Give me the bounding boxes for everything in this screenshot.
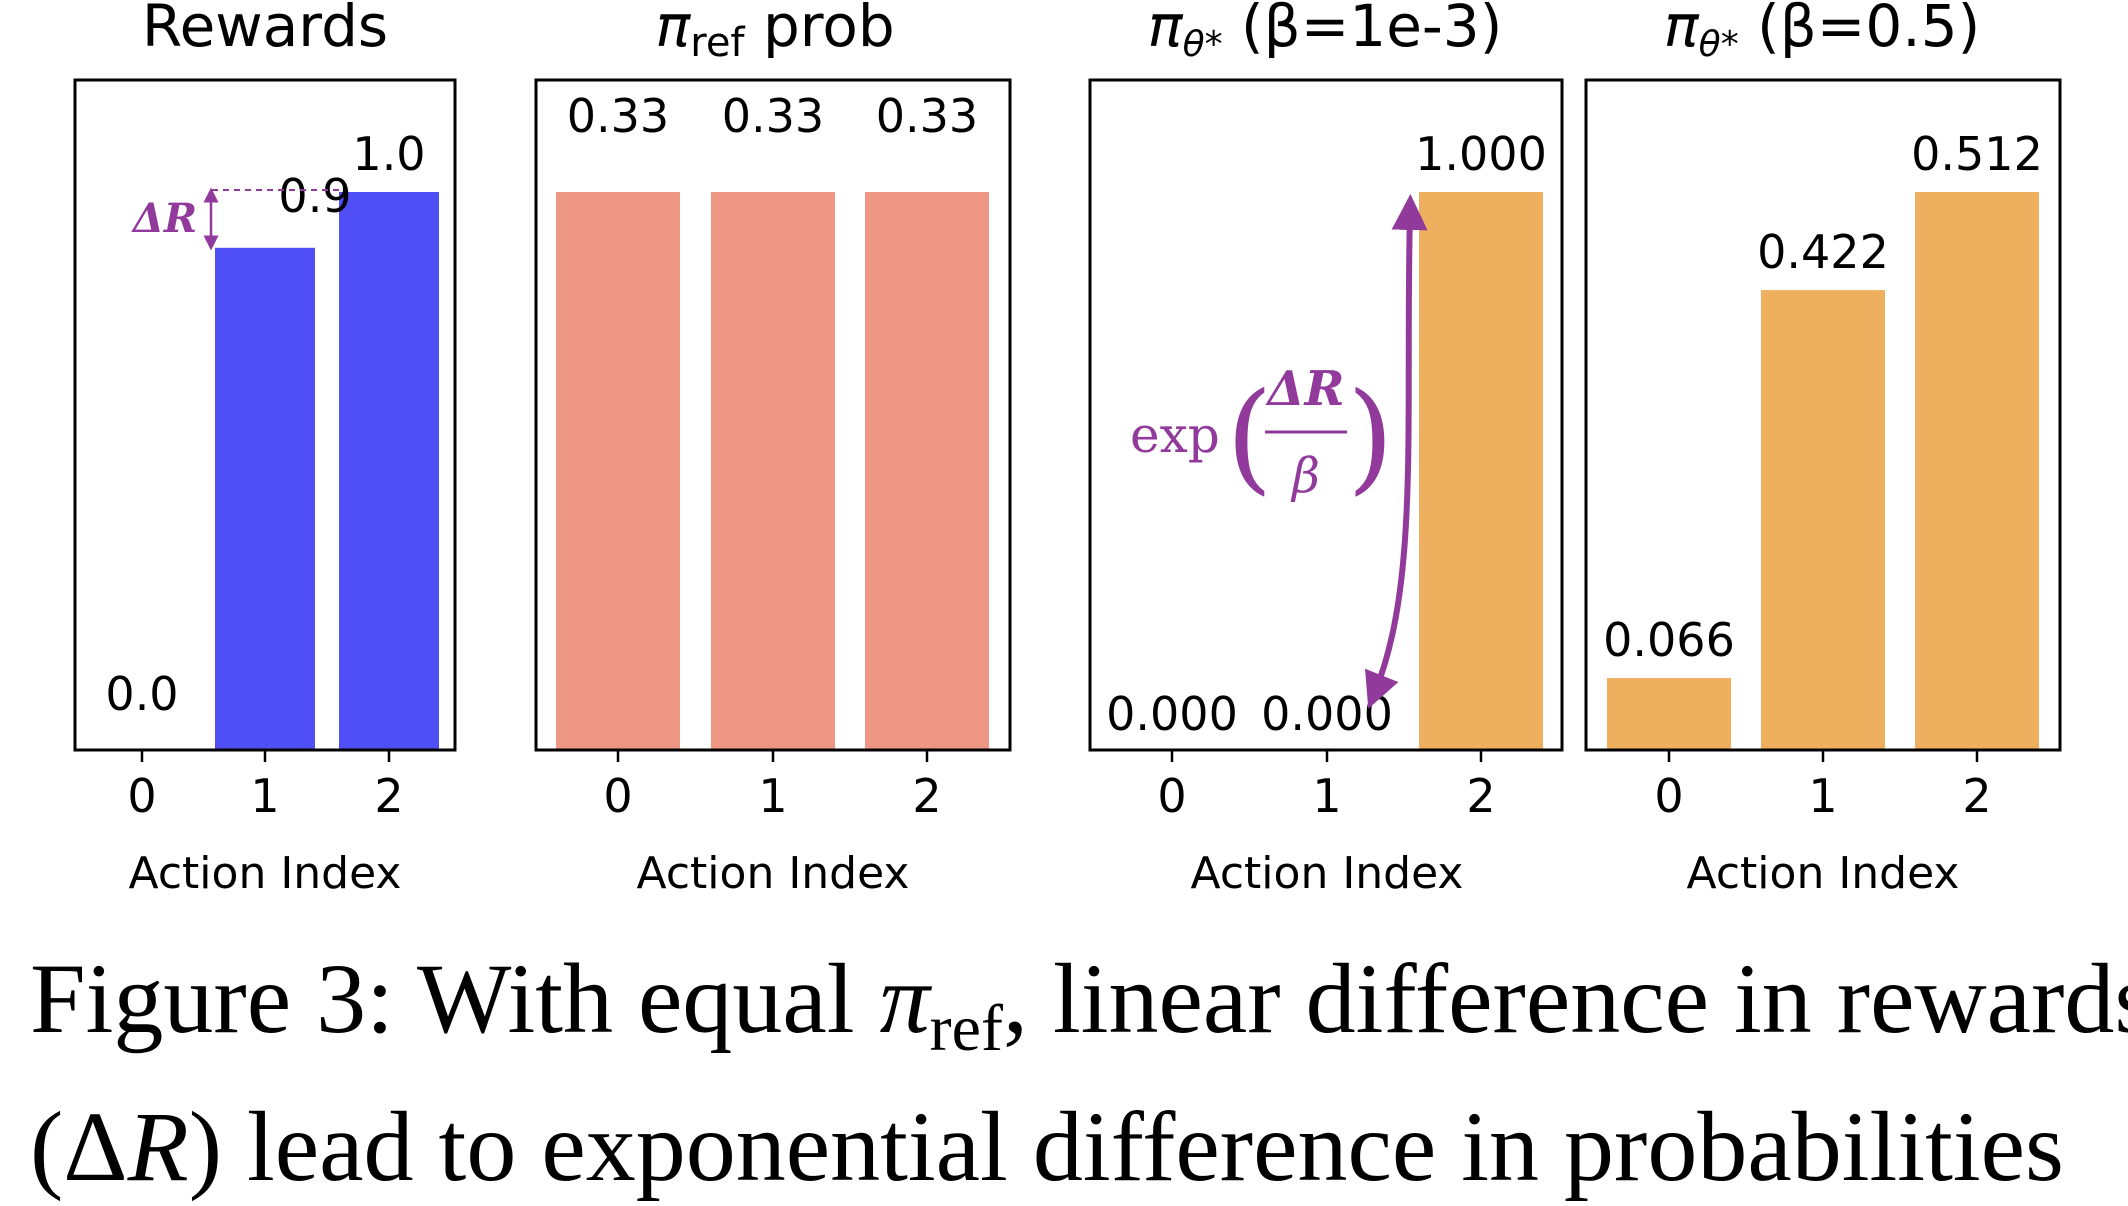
x-tick-label-rewards-2: 2: [374, 769, 403, 823]
panel-policy-beta-large-value-labels: 0.066 0.422 0.512: [1603, 127, 2043, 667]
figure-caption: Figure 3: With equal πref, linear differ…: [30, 940, 2128, 1206]
bar-policy-beta-large-0: [1607, 678, 1731, 750]
x-tick-label-policy-beta-small-1: 1: [1312, 769, 1341, 823]
panel-rewards-value-labels: 0.0 0.91.0: [105, 127, 425, 721]
value-label-ref-prob-0: 0.33: [567, 89, 669, 143]
x-tick-label-policy-beta-small-2: 2: [1466, 769, 1495, 823]
panel-ref-prob-title-symbol: π: [655, 0, 691, 60]
panel-policy-beta-large-title-symbol: π: [1664, 0, 1700, 60]
panel-ref-prob-title: πref prob: [655, 0, 894, 66]
x-tick-label-policy-beta-small-0: 0: [1157, 769, 1186, 823]
caption-pi-sub: ref: [929, 992, 1003, 1065]
caption-line-1: Figure 3: With equal πref, linear differ…: [30, 940, 2128, 1088]
panel-ref-prob-title-sub: ref: [690, 20, 745, 66]
panel-ref-prob-ticks: 0 1 2: [603, 750, 942, 823]
value-label-rewards-1: 0.9: [278, 169, 351, 223]
value-label-policy-beta-small-0: 0.000: [1106, 687, 1238, 741]
exp-formula-numerator: ΔR: [1265, 361, 1344, 417]
value-label-policy-beta-large-2: 0.512: [1911, 127, 2043, 181]
x-tick-label-rewards-1: 1: [250, 769, 279, 823]
bar-ref-prob-2: [865, 192, 989, 750]
panel-policy-beta-large-bars: [1607, 192, 2039, 750]
bar-rewards-2: [339, 192, 439, 750]
bar-ref-prob-1: [711, 192, 835, 750]
panel-policy-beta-small-ticks: 0 1 2: [1157, 750, 1496, 823]
bar-ref-prob-0: [556, 192, 680, 750]
panel-policy-beta-small-title-symbol: π: [1148, 0, 1184, 60]
value-label-policy-beta-small-1: 0.000: [1261, 687, 1393, 741]
caption-line-2: (ΔR) lead to exponential difference in p…: [30, 1088, 2120, 1206]
caption-line-2-start: (Δ: [30, 1091, 128, 1202]
panel-ref-prob-bars: [556, 192, 989, 750]
panel-policy-beta-small-bars: [1110, 192, 1543, 752]
x-tick-label-policy-beta-large-2: 2: [1962, 769, 1991, 823]
value-label-ref-prob-2: 0.33: [876, 89, 978, 143]
exp-formula-prefix: exp: [1130, 406, 1220, 464]
exp-formula-denominator: β: [1290, 448, 1320, 504]
x-tick-label-ref-prob-0: 0: [603, 769, 632, 823]
x-tick-label-ref-prob-1: 1: [758, 769, 787, 823]
caption-line-1-start: Figure 3: With equal: [30, 943, 880, 1054]
panel-policy-beta-large-ticks: 0 1 2: [1654, 750, 1992, 823]
exp-arrow: [1364, 194, 1428, 709]
panel-rewards: Rewards 0.0 0.91.0 0 1 2 Action Index ΔR: [73, 0, 457, 899]
value-label-rewards-0: 0.0: [105, 667, 178, 721]
panel-policy-beta-small-xlabel: Action Index: [1191, 848, 1464, 899]
panel-policy-beta-small-title: πθ* (β=1e-3): [1148, 0, 1503, 65]
value-label-policy-beta-large-1: 0.422: [1757, 225, 1889, 279]
caption-line-1-end: , linear difference in rewards: [1002, 943, 2128, 1054]
value-label-policy-beta-small-2: 1.000: [1415, 127, 1547, 181]
bar-policy-beta-small-2: [1419, 192, 1543, 750]
x-tick-label-ref-prob-2: 2: [912, 769, 941, 823]
caption-pi: π: [879, 943, 930, 1054]
value-label-rewards-2: 1.0: [352, 127, 425, 181]
exp-formula-left-paren: (: [1226, 368, 1273, 507]
panel-rewards-xlabel: Action Index: [129, 848, 402, 899]
panel-rewards-title: Rewards: [142, 0, 388, 60]
panel-policy-beta-large-title-sub: θ*: [1699, 24, 1739, 65]
panel-policy-beta-small-value-labels: 0.000 0.000 1.000: [1106, 127, 1547, 741]
panel-policy-beta-large-title-rest: (β=0.5): [1739, 0, 1981, 60]
panel-rewards-bars: [92, 192, 439, 752]
panel-ref-prob: πref prob 0.33 0.33 0.33 0 1 2 Action Index: [534, 0, 1012, 899]
panel-policy-beta-large-title: πθ* (β=0.5): [1664, 0, 1981, 65]
x-tick-label-rewards-0: 0: [127, 769, 156, 823]
panel-ref-prob-title-rest: prob: [745, 0, 895, 60]
x-tick-label-policy-beta-large-0: 0: [1654, 769, 1683, 823]
x-tick-label-policy-beta-large-1: 1: [1808, 769, 1837, 823]
bar-policy-beta-large-2: [1915, 192, 2039, 750]
bar-policy-beta-large-1: [1761, 290, 1885, 750]
panel-rewards-ticks: 0 1 2: [127, 750, 404, 823]
panel-policy-beta-large-xlabel: Action Index: [1687, 848, 1960, 899]
exp-formula-right-paren: ): [1347, 368, 1394, 507]
caption-line-2-end: ) lead to exponential difference in prob…: [188, 1091, 2064, 1202]
panel-ref-prob-xlabel: Action Index: [637, 848, 910, 899]
bar-rewards-1: [215, 247, 315, 751]
panel-ref-prob-value-labels: 0.33 0.33 0.33: [567, 89, 978, 143]
delta-r-label: ΔR: [131, 195, 197, 242]
exp-formula: exp ( ΔR β ): [1130, 361, 1394, 507]
panel-policy-beta-small: πθ* (β=1e-3) 0.000 0.000 1.000 0 1 2 Action …: [1088, 0, 1564, 899]
caption-r: R: [127, 1091, 189, 1202]
panel-policy-beta-small-title-rest: (β=1e-3): [1223, 0, 1503, 60]
panel-policy-beta-large: πθ* (β=0.5) 0.066 0.422 0.512 0 1 2 Action I…: [1584, 0, 2062, 899]
value-label-ref-prob-1: 0.33: [722, 89, 824, 143]
panel-policy-beta-small-title-sub: θ*: [1183, 24, 1223, 65]
value-label-policy-beta-large-0: 0.066: [1603, 613, 1735, 667]
